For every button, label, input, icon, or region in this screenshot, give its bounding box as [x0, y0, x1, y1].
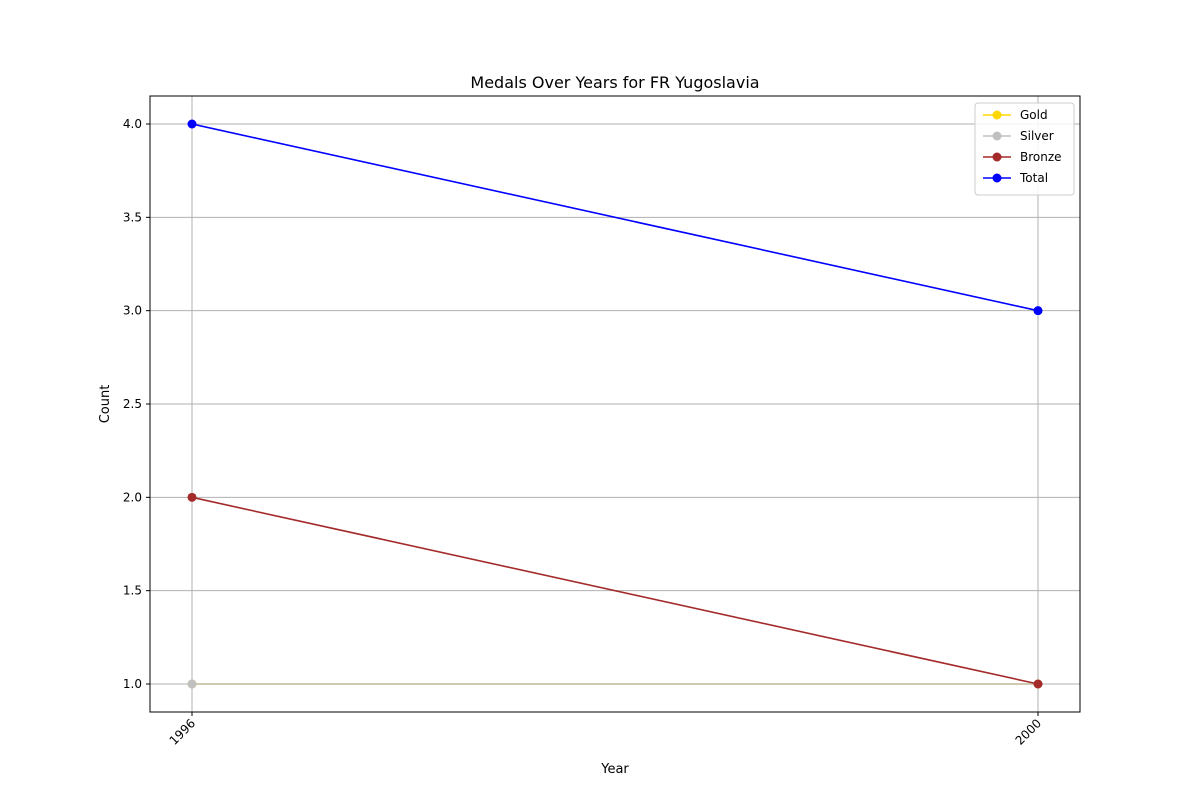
series-line-total — [191, 123, 1039, 312]
legend-swatch-marker — [992, 152, 1002, 162]
legend-item-bronze: Bronze — [983, 150, 1062, 164]
y-tick-label: 3.0 — [123, 304, 142, 318]
legend-label: Bronze — [1020, 150, 1062, 164]
legend-item-silver: Silver — [983, 129, 1054, 143]
data-point-bronze — [187, 492, 197, 502]
data-point-total — [187, 119, 197, 129]
y-axis-label: Count — [98, 385, 113, 424]
legend-swatch-marker — [992, 131, 1002, 141]
data-point-silver — [187, 679, 197, 689]
legend-swatch-marker — [992, 110, 1002, 120]
x-axis-label: Year — [600, 762, 629, 777]
data-point-total — [1033, 306, 1043, 316]
chart-title: Medals Over Years for FR Yugoslavia — [470, 73, 759, 92]
data-point-bronze — [1033, 679, 1043, 689]
y-tick-label: 1.5 — [123, 584, 142, 598]
legend-swatch-marker — [992, 173, 1002, 183]
y-tick-label: 2.0 — [123, 490, 142, 504]
y-axis: 1.0 1.5 2.0 2.5 3.0 3.5 4.0 — [123, 117, 150, 691]
y-tick-label: 1.0 — [123, 677, 142, 691]
series-layer — [187, 119, 1043, 689]
legend: Gold Silver Bronze Total — [974, 102, 1075, 196]
legend-box — [974, 102, 1075, 196]
legend-item-gold: Gold — [983, 108, 1048, 122]
y-tick-label: 4.0 — [123, 117, 142, 131]
legend-label: Silver — [1020, 129, 1054, 143]
series-line-bronze — [191, 496, 1039, 685]
y-tick-label: 3.5 — [123, 210, 142, 224]
legend-label: Total — [1019, 171, 1048, 185]
legend-label: Gold — [1020, 108, 1048, 122]
legend-item-total: Total — [983, 171, 1048, 185]
y-tick-label: 2.5 — [123, 397, 142, 411]
